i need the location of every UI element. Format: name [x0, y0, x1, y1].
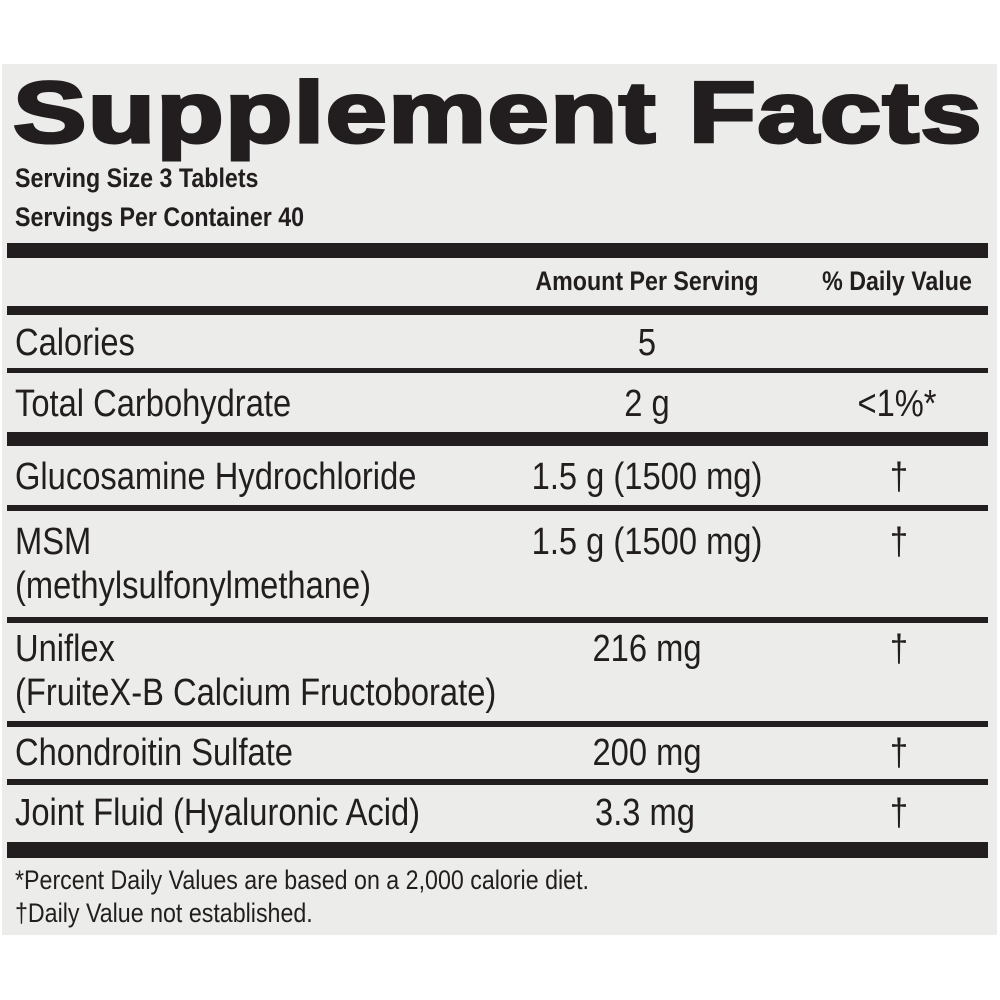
- row-name: MSM: [15, 521, 92, 563]
- dagger-mark: †: [889, 732, 909, 774]
- dagger-mark: †: [889, 521, 909, 563]
- servings-per-container: Servings Per Container 40: [15, 202, 305, 232]
- header-rule: [7, 306, 988, 315]
- row-rule: [7, 368, 988, 373]
- row-subname: (FruiteX-B Calcium Fructoborate): [15, 672, 497, 714]
- row-amount: 5: [637, 322, 657, 364]
- row-name: Joint Fluid (Hyaluronic Acid): [15, 792, 421, 834]
- row-rule: [7, 617, 988, 623]
- row-amount: 3.3 mg: [595, 792, 695, 834]
- footnote-daily-values: *Percent Daily Values are based on a 2,0…: [15, 865, 589, 895]
- thick-rule: [7, 842, 988, 858]
- thick-rule: [7, 432, 988, 446]
- dagger-mark: †: [889, 628, 909, 670]
- dagger-mark: †: [889, 792, 909, 834]
- row-subname: (methylsulfonylmethane): [15, 565, 372, 607]
- row-rule: [7, 779, 988, 785]
- header-amount: Amount Per Serving: [535, 266, 759, 296]
- label-title: Supplement Facts: [11, 65, 984, 161]
- row-rule: [7, 721, 988, 727]
- row-name: Uniflex: [15, 628, 115, 670]
- row-name: Calories: [15, 322, 135, 364]
- row-name: Chondroitin Sulfate: [15, 732, 293, 774]
- header-daily-value: % Daily Value: [822, 266, 972, 296]
- row-rule: [7, 505, 988, 511]
- row-amount: 216 mg: [592, 628, 702, 670]
- footnote-not-established: †Daily Value not established.: [15, 898, 313, 928]
- row-amount: 1.5 g (1500 mg): [531, 456, 763, 498]
- thick-rule: [7, 243, 988, 258]
- row-amount: 2 g: [624, 383, 670, 425]
- row-dv: <1%*: [857, 383, 937, 425]
- dagger-mark: †: [889, 456, 909, 498]
- row-name: Total Carbohydrate: [15, 383, 292, 425]
- row-amount: 200 mg: [592, 732, 702, 774]
- row-name: Glucosamine Hydrochloride: [15, 456, 417, 498]
- row-amount: 1.5 g (1500 mg): [531, 521, 763, 563]
- supplement-facts-panel: [2, 64, 997, 935]
- serving-size: Serving Size 3 Tablets: [15, 163, 259, 193]
